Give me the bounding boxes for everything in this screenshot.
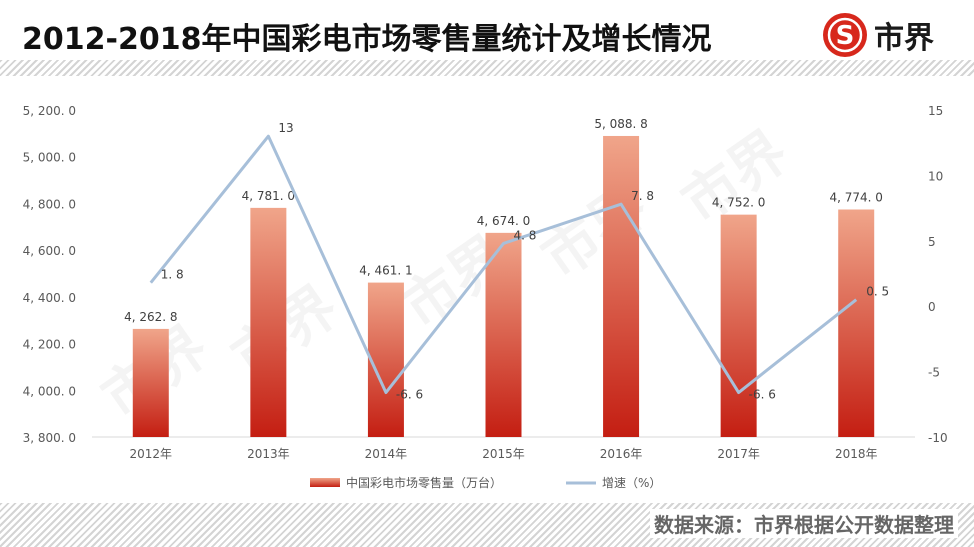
bar-value-label: 4, 752. 0 <box>712 196 765 210</box>
left-tick-label: 4, 200. 0 <box>23 338 76 352</box>
left-tick-label: 5, 200. 0 <box>23 104 76 118</box>
watermark-layer: 市界市界市界市界市界 <box>91 119 800 431</box>
legend-label-bar: 中国彩电市场零售量（万台） <box>346 475 502 490</box>
line-value-label: 13 <box>278 121 293 135</box>
bar-value-label: 4, 674. 0 <box>477 214 530 228</box>
bar-series <box>132 135 875 437</box>
right-tick-label: 15 <box>928 104 943 118</box>
x-tick-label: 2018年 <box>835 447 878 461</box>
line-value-label: -6. 6 <box>749 388 776 402</box>
bar <box>132 328 169 437</box>
source-note: 数据来源：市界根据公开数据整理 <box>650 509 958 538</box>
legend-swatch-bar <box>310 478 340 487</box>
bar <box>720 214 757 437</box>
bar <box>838 209 875 437</box>
legend: 中国彩电市场零售量（万台） 增速（%） <box>310 475 661 490</box>
page-title: 2012-2018年中国彩电市场零售量统计及增长情况 <box>22 22 712 57</box>
x-tick-label: 2017年 <box>717 447 760 461</box>
line-value-label: 7. 8 <box>631 189 654 203</box>
right-tick-label: 10 <box>928 169 943 183</box>
bar-labels: 4, 262. 8 4, 781. 0 4, 461. 1 4, 674. 0 5, 0… <box>124 117 883 324</box>
left-axis: 3, 800. 0 4, 000. 0 4, 200. 0 4, 400. 0 4, 6… <box>23 104 76 445</box>
left-tick-label: 4, 800. 0 <box>23 197 76 211</box>
bar <box>250 207 287 437</box>
bar <box>367 282 404 437</box>
bar-value-label: 4, 781. 0 <box>242 189 295 203</box>
left-tick-label: 4, 600. 0 <box>23 244 76 258</box>
bar-value-label: 5, 088. 8 <box>594 117 647 131</box>
right-axis: -10 -5 0 5 10 15 <box>928 104 948 445</box>
brand-logo: S 市界 <box>822 12 934 58</box>
logo-text: 市界 <box>874 21 934 56</box>
bar-value-label: 4, 461. 1 <box>359 264 412 278</box>
line-value-label: 4. 8 <box>514 228 537 242</box>
line-value-label: 0. 5 <box>866 285 889 299</box>
left-tick-label: 4, 000. 0 <box>23 384 76 398</box>
x-tick-label: 2014年 <box>365 447 408 461</box>
left-tick-label: 5, 000. 0 <box>23 151 76 165</box>
x-axis: 2012年 2013年 2014年 2015年 2016年 2017年 2018年 <box>130 447 878 461</box>
bar-value-label: 4, 774. 0 <box>829 191 882 205</box>
bar <box>603 135 640 437</box>
right-tick-label: -5 <box>928 366 940 380</box>
logo-icon: S <box>823 13 867 57</box>
bar <box>485 232 522 437</box>
x-tick-label: 2012年 <box>130 447 173 461</box>
left-tick-label: 3, 800. 0 <box>23 431 76 445</box>
line-value-label: -6. 6 <box>396 388 423 402</box>
left-tick-label: 4, 400. 0 <box>23 291 76 305</box>
line-value-label: 1. 8 <box>161 268 184 282</box>
x-tick-label: 2015年 <box>482 447 525 461</box>
right-tick-label: 5 <box>928 235 936 249</box>
header-divider <box>0 60 974 76</box>
growth-line <box>149 134 858 395</box>
logo-mark: S <box>836 21 855 51</box>
x-tick-label: 2013年 <box>247 447 290 461</box>
line-labels: 1. 8 13 -6. 6 4. 8 7. 8 -6. 6 0. 5 <box>161 121 889 401</box>
right-tick-label: -10 <box>928 431 948 445</box>
legend-label-line: 增速（%） <box>602 476 661 490</box>
x-tick-label: 2016年 <box>600 447 643 461</box>
bar-value-label: 4, 262. 8 <box>124 310 177 324</box>
right-tick-label: 0 <box>928 300 936 314</box>
